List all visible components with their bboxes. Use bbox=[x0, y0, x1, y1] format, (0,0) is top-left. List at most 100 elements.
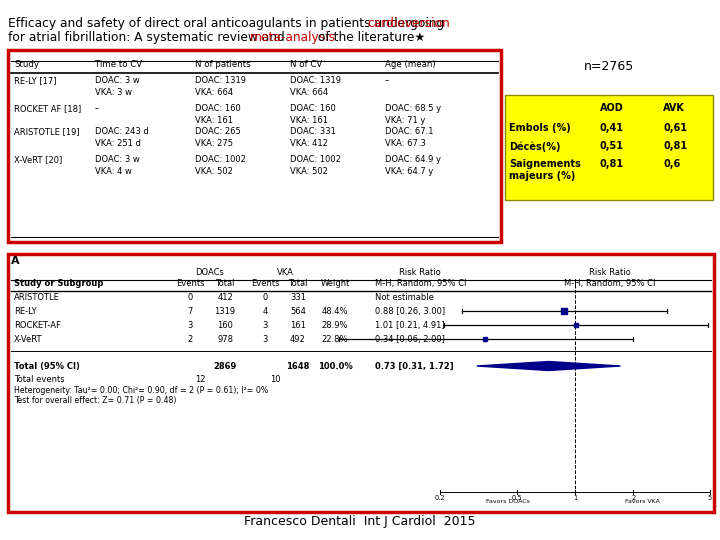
Text: AVK: AVK bbox=[663, 103, 685, 113]
Text: 0.34 [0.06, 2.00]: 0.34 [0.06, 2.00] bbox=[375, 335, 445, 344]
Text: DOAC: 64.9 y
VKA: 64.7 y: DOAC: 64.9 y VKA: 64.7 y bbox=[385, 155, 441, 176]
Text: 2869: 2869 bbox=[213, 362, 237, 371]
Text: RE-LY [17]: RE-LY [17] bbox=[14, 76, 56, 85]
Text: Age (mean): Age (mean) bbox=[385, 60, 436, 69]
Text: ROCKET-AF: ROCKET-AF bbox=[14, 321, 61, 330]
Text: 48.4%: 48.4% bbox=[322, 307, 348, 316]
Text: 12: 12 bbox=[195, 375, 205, 384]
Text: Heterogeneity: Tau²= 0.00; Chi²= 0.90, df = 2 (P = 0.61); I²= 0%: Heterogeneity: Tau²= 0.00; Chi²= 0.90, d… bbox=[14, 386, 269, 395]
Text: 0.5: 0.5 bbox=[511, 495, 522, 501]
Text: 0,41: 0,41 bbox=[600, 123, 624, 133]
Text: DOAC: 265
VKA: 275: DOAC: 265 VKA: 275 bbox=[195, 127, 240, 148]
Text: Saignements
majeurs (%): Saignements majeurs (%) bbox=[509, 159, 581, 181]
Text: Favors DOACs: Favors DOACs bbox=[485, 499, 529, 504]
Text: 2: 2 bbox=[187, 335, 193, 344]
Text: Events: Events bbox=[251, 279, 279, 288]
Text: 3: 3 bbox=[187, 321, 193, 330]
Text: 161: 161 bbox=[290, 321, 306, 330]
Text: Not estimable: Not estimable bbox=[375, 293, 434, 302]
Text: ARISTOTLE [19]: ARISTOTLE [19] bbox=[14, 127, 80, 136]
Text: 0: 0 bbox=[262, 293, 268, 302]
Text: N of patients: N of patients bbox=[195, 60, 251, 69]
Text: Risk Ratio: Risk Ratio bbox=[399, 268, 441, 277]
Text: 22.8%: 22.8% bbox=[322, 335, 348, 344]
Text: DOAC: 331
VKA: 412: DOAC: 331 VKA: 412 bbox=[290, 127, 336, 148]
Text: M-H, Random, 95% CI: M-H, Random, 95% CI bbox=[564, 279, 656, 288]
Text: –: – bbox=[385, 76, 390, 85]
Text: DOAC: 3 w
VKA: 4 w: DOAC: 3 w VKA: 4 w bbox=[95, 155, 140, 176]
Text: N of CV: N of CV bbox=[290, 60, 323, 69]
Text: Francesco Dentali  Int J Cardiol  2015: Francesco Dentali Int J Cardiol 2015 bbox=[244, 515, 476, 528]
FancyBboxPatch shape bbox=[8, 50, 501, 242]
Text: 1319: 1319 bbox=[215, 307, 235, 316]
Text: Favors VKA: Favors VKA bbox=[625, 499, 660, 504]
Text: DOAC: 243 d
VKA: 251 d: DOAC: 243 d VKA: 251 d bbox=[95, 127, 149, 148]
Text: Décès(%): Décès(%) bbox=[509, 141, 560, 152]
Text: 0: 0 bbox=[187, 293, 193, 302]
Text: RE-LY: RE-LY bbox=[14, 307, 37, 316]
Text: Test for overall effect: Z= 0.71 (P = 0.48): Test for overall effect: Z= 0.71 (P = 0.… bbox=[14, 396, 176, 405]
Text: of the literature★: of the literature★ bbox=[313, 31, 425, 44]
Text: 0.73 [0.31, 1.72]: 0.73 [0.31, 1.72] bbox=[375, 362, 454, 371]
Text: Events: Events bbox=[176, 279, 204, 288]
Text: 1.01 [0.21, 4.91]: 1.01 [0.21, 4.91] bbox=[375, 321, 445, 330]
Text: 412: 412 bbox=[217, 293, 233, 302]
Text: 0.88 [0.26, 3.00]: 0.88 [0.26, 3.00] bbox=[375, 307, 445, 316]
Text: Efficacy and safety of direct oral anticoagulants in patients undergoing: Efficacy and safety of direct oral antic… bbox=[8, 17, 448, 30]
FancyBboxPatch shape bbox=[505, 95, 713, 200]
Text: 3: 3 bbox=[262, 335, 268, 344]
Text: DOAC: 68.5 y
VKA: 71 y: DOAC: 68.5 y VKA: 71 y bbox=[385, 104, 441, 125]
Text: A: A bbox=[11, 256, 19, 266]
Text: Study: Study bbox=[14, 60, 39, 69]
Text: Embols (%): Embols (%) bbox=[509, 123, 571, 133]
Text: meta-analysis: meta-analysis bbox=[249, 31, 336, 44]
Text: Weight: Weight bbox=[320, 279, 350, 288]
Text: ARISTOTLE: ARISTOTLE bbox=[14, 293, 60, 302]
Text: 331: 331 bbox=[290, 293, 306, 302]
Text: Total events: Total events bbox=[14, 375, 65, 384]
Text: 0,51: 0,51 bbox=[600, 141, 624, 151]
Text: 5: 5 bbox=[708, 495, 712, 501]
Polygon shape bbox=[477, 361, 621, 370]
Text: DOAC: 1002
VKA: 502: DOAC: 1002 VKA: 502 bbox=[195, 155, 246, 176]
Text: 564: 564 bbox=[290, 307, 306, 316]
Text: DOAC: 1319
VKA: 664: DOAC: 1319 VKA: 664 bbox=[290, 76, 341, 97]
Text: 28.9%: 28.9% bbox=[322, 321, 348, 330]
Text: DOACs: DOACs bbox=[196, 268, 225, 277]
Text: X-VeRT: X-VeRT bbox=[14, 335, 42, 344]
Text: Total (95% CI): Total (95% CI) bbox=[14, 362, 80, 371]
Text: –: – bbox=[95, 104, 99, 113]
Text: Total: Total bbox=[215, 279, 235, 288]
Text: 3: 3 bbox=[262, 321, 268, 330]
Text: Time to CV: Time to CV bbox=[95, 60, 142, 69]
Text: Study or Subgroup: Study or Subgroup bbox=[14, 279, 104, 288]
Text: DOAC: 1319
VKA: 664: DOAC: 1319 VKA: 664 bbox=[195, 76, 246, 97]
FancyBboxPatch shape bbox=[8, 254, 714, 512]
Text: 4: 4 bbox=[262, 307, 268, 316]
Text: 2: 2 bbox=[631, 495, 635, 501]
Text: DOAC: 3 w
VKA: 3 w: DOAC: 3 w VKA: 3 w bbox=[95, 76, 140, 97]
Text: Total: Total bbox=[288, 279, 307, 288]
Text: 978: 978 bbox=[217, 335, 233, 344]
Text: for atrial fibrillation: A systematic review and: for atrial fibrillation: A systematic re… bbox=[8, 31, 289, 44]
Text: 160: 160 bbox=[217, 321, 233, 330]
Text: DOAC: 67.1
VKA: 67.3: DOAC: 67.1 VKA: 67.3 bbox=[385, 127, 433, 148]
Text: 1: 1 bbox=[573, 495, 577, 501]
Text: 100.0%: 100.0% bbox=[318, 362, 352, 371]
Text: VKA: VKA bbox=[276, 268, 294, 277]
Text: 0,6: 0,6 bbox=[663, 159, 680, 169]
Text: 492: 492 bbox=[290, 335, 306, 344]
Text: 1648: 1648 bbox=[287, 362, 310, 371]
Text: cardioversion: cardioversion bbox=[368, 17, 451, 30]
Text: ROCKET AF [18]: ROCKET AF [18] bbox=[14, 104, 81, 113]
Text: 7: 7 bbox=[187, 307, 193, 316]
Text: n=2765: n=2765 bbox=[584, 60, 634, 73]
Text: X-VeRT [20]: X-VeRT [20] bbox=[14, 155, 62, 164]
Text: 0.2: 0.2 bbox=[435, 495, 445, 501]
Text: DOAC: 160
VKA: 161: DOAC: 160 VKA: 161 bbox=[195, 104, 240, 125]
Text: DOAC: 1002
VKA: 502: DOAC: 1002 VKA: 502 bbox=[290, 155, 341, 176]
Text: M-H, Random, 95% CI: M-H, Random, 95% CI bbox=[375, 279, 467, 288]
Text: DOAC: 160
VKA: 161: DOAC: 160 VKA: 161 bbox=[290, 104, 336, 125]
Text: 0,81: 0,81 bbox=[600, 159, 624, 169]
Text: 10: 10 bbox=[270, 375, 281, 384]
